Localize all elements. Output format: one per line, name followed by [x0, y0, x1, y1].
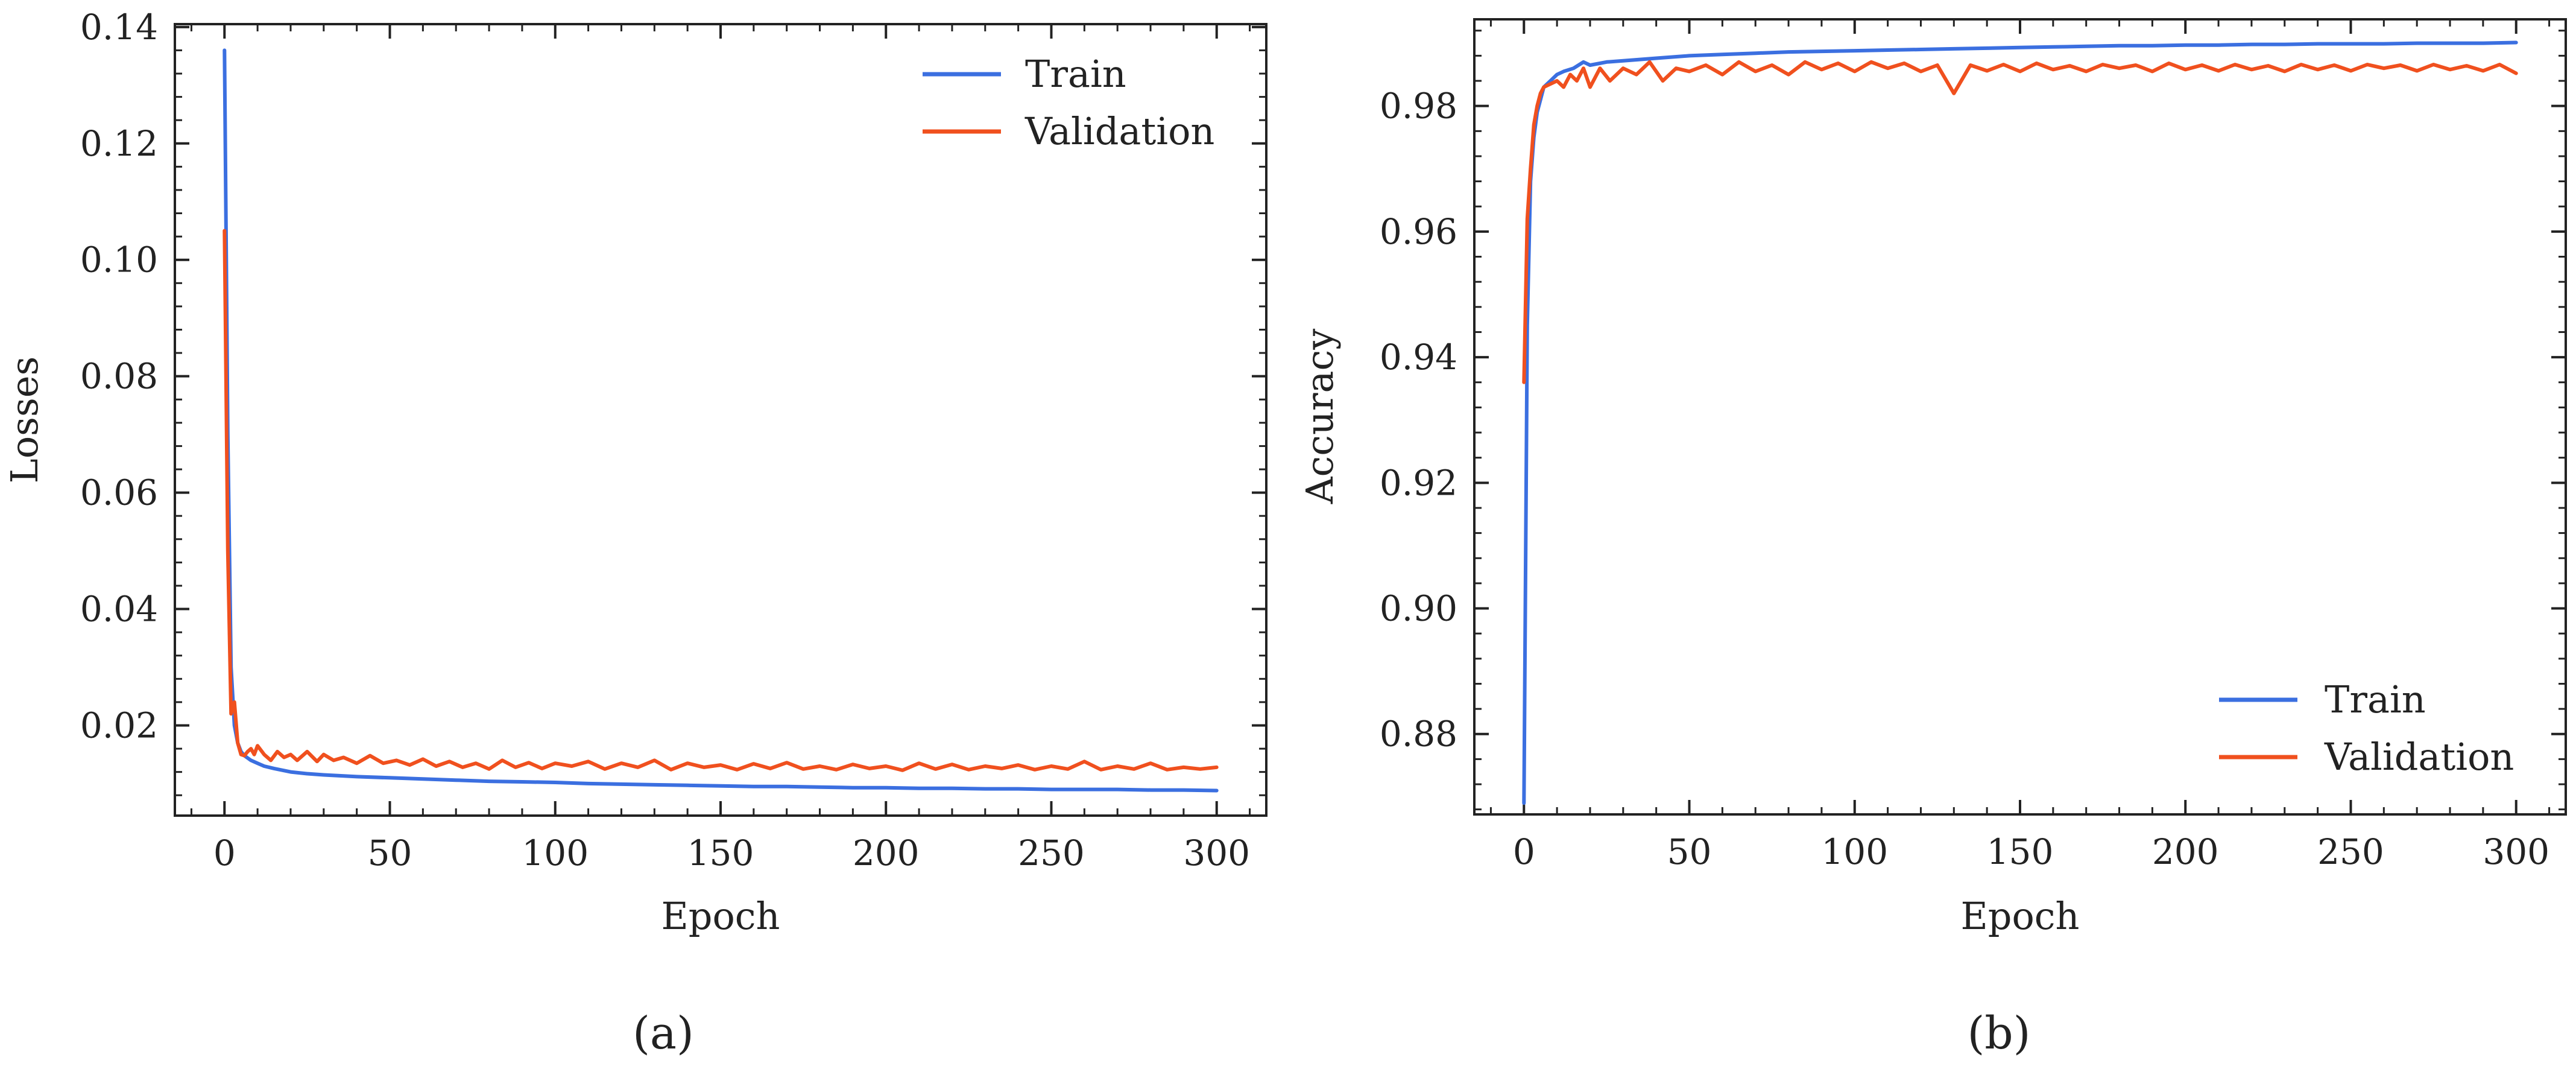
accuracy-legend-validation-label: Validation — [2324, 735, 2514, 779]
losses-ytick-label: 0.08 — [80, 356, 158, 397]
losses-xtick-label: 300 — [1183, 833, 1250, 874]
losses-legend-train-label: Train — [1025, 52, 1126, 96]
losses-xtick-label: 0 — [213, 833, 236, 874]
panel-a-caption: (a) — [633, 1007, 694, 1059]
losses-plot-frame — [174, 23, 1267, 817]
accuracy-axis-ticks: 0 50 100 150 200 250 300 0.88 0.90 0.92 0.94 0.96 0.… — [1380, 19, 2566, 872]
accuracy-legend-train-label: Train — [2325, 677, 2426, 722]
losses-legend-validation-label: Validation — [1024, 109, 1214, 153]
losses-ytick-label: 0.14 — [80, 7, 158, 48]
losses-ytick-label: 0.10 — [80, 239, 158, 281]
accuracy-ytick-label: 0.88 — [1380, 714, 1457, 755]
accuracy-series-train-line — [1522, 40, 2518, 805]
losses-x-axis-label: Epoch — [661, 894, 780, 938]
losses-legend: Train Validation — [923, 52, 1214, 153]
losses-ytick-label: 0.02 — [80, 705, 158, 746]
accuracy-y-axis-label: Accuracy — [1298, 329, 1342, 505]
losses-y-axis-label: Losses — [2, 357, 46, 484]
accuracy-x-axis-label: Epoch — [1961, 894, 2080, 938]
accuracy-ytick-label: 0.98 — [1380, 86, 1457, 127]
accuracy-xtick-label: 0 — [1513, 831, 1535, 872]
accuracy-ytick-label: 0.94 — [1380, 337, 1457, 378]
losses-chart-panel: 0 50 100 150 200 250 300 0.02 0.04 0.06 0.08 0.10 0.… — [2, 7, 1267, 1059]
losses-xtick-label: 150 — [687, 833, 754, 874]
accuracy-xtick-label: 150 — [1987, 831, 2054, 872]
accuracy-plot-frame — [1473, 18, 2567, 816]
accuracy-series-validation-line — [1522, 60, 2518, 384]
accuracy-xtick-label: 300 — [2483, 831, 2549, 872]
accuracy-legend: Train Validation — [2219, 677, 2514, 779]
losses-series-train-line — [223, 48, 1219, 793]
accuracy-xtick-label: 250 — [2317, 831, 2384, 872]
accuracy-ytick-label: 0.96 — [1380, 211, 1457, 252]
accuracy-xtick-label: 200 — [2152, 831, 2219, 872]
losses-ytick-label: 0.12 — [80, 123, 158, 164]
losses-xtick-label: 100 — [522, 833, 589, 874]
losses-axis-ticks: 0 50 100 150 200 250 300 0.02 0.04 0.06 0.08 0.10 0.… — [80, 7, 1266, 874]
accuracy-ytick-label: 0.92 — [1380, 462, 1457, 503]
losses-series-validation-line — [223, 229, 1219, 772]
losses-xtick-label: 50 — [368, 833, 412, 874]
accuracy-xtick-label: 100 — [1821, 831, 1888, 872]
accuracy-chart-panel: 0 50 100 150 200 250 300 0.88 0.90 0.92 0.94 0.96 0.… — [1298, 18, 2567, 1059]
losses-xtick-label: 250 — [1018, 833, 1085, 874]
losses-xtick-label: 200 — [853, 833, 920, 874]
losses-ytick-label: 0.04 — [80, 589, 158, 630]
accuracy-ytick-label: 0.90 — [1380, 588, 1457, 629]
losses-ytick-label: 0.06 — [80, 472, 158, 513]
accuracy-xtick-label: 50 — [1667, 831, 1712, 872]
panel-b-caption: (b) — [1967, 1007, 2030, 1059]
losses-series-group — [223, 48, 1219, 793]
accuracy-series-group — [1522, 40, 2518, 805]
